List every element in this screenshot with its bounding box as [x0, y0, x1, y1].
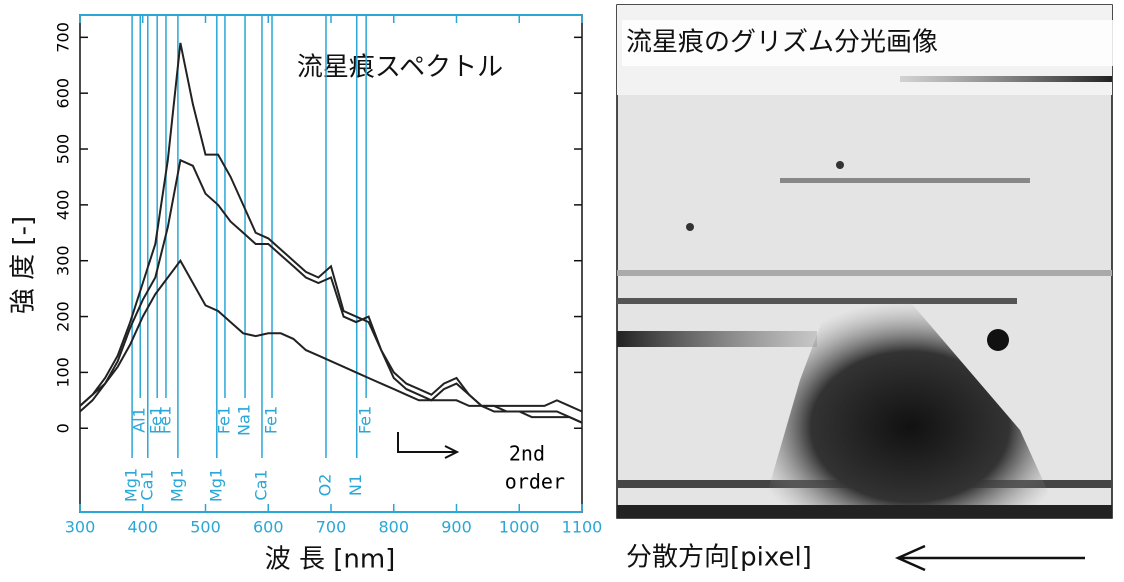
y-tick-label: 700: [54, 22, 73, 53]
x-tick-label: 400: [127, 518, 158, 537]
image-title: 流星痕のグリズム分光画像: [626, 28, 938, 58]
x-tick-label: 1100: [562, 518, 603, 537]
streak: [780, 178, 1030, 183]
y-tick-label: 400: [54, 190, 73, 221]
image-axis-label: 分散方向[pixel]: [626, 543, 812, 573]
x-tick-label: 1000: [499, 518, 540, 537]
x-tick-label: 300: [65, 518, 96, 537]
y-tick-label: 600: [53, 78, 72, 109]
spectrum-line: [80, 43, 582, 412]
y-tick-label: 100: [54, 357, 73, 388]
chart-title: 流星痕スペクトル: [297, 53, 503, 83]
x-tick-label: 900: [441, 518, 472, 537]
grism-image: 流星痕のグリズム分光画像 分散方向[pixel]: [617, 5, 1114, 573]
x-tick-label: 500: [190, 518, 221, 537]
direction-arrow: [898, 546, 1085, 570]
emission-label: Fe1: [356, 406, 375, 434]
emission-label: N1: [346, 474, 365, 496]
bottom-band: [617, 505, 1112, 518]
emission-label: Mg1: [206, 468, 225, 502]
x-axis-label: 波 長 [nm]: [265, 545, 396, 575]
y-tick-label: 300: [54, 245, 73, 276]
streak: [617, 331, 817, 347]
spectrum-line: [80, 261, 582, 423]
y-tick-label: 0: [54, 423, 73, 433]
emission-label: Fe1: [155, 406, 174, 434]
page: {"chart_data": {"type": "line", "title":…: [0, 0, 1124, 582]
star: [836, 161, 844, 169]
emission-label: Na1: [235, 404, 254, 436]
star: [987, 329, 1009, 351]
order-arrow: [398, 432, 457, 458]
spectrum-plot: 流星痕スペクトル 波 長 [nm] 強 度 [-] 300 400 500 600 70…: [9, 15, 603, 575]
spectrum-line: [80, 160, 582, 423]
emission-label: O2: [315, 474, 334, 497]
y-tick-label: 200: [54, 301, 73, 332]
x-tick-label: 800: [378, 518, 409, 537]
emission-label: Fe1: [214, 406, 233, 434]
order-annotation: 2nd: [509, 442, 545, 466]
figure: 流星痕スペクトル 波 長 [nm] 強 度 [-] 300 400 500 600 70…: [0, 0, 1124, 582]
y-tick-label: 500: [54, 134, 73, 165]
emission-label: Ca1: [137, 469, 156, 500]
y-axis-label: 強 度 [-]: [9, 216, 39, 314]
streak: [617, 270, 1112, 276]
emission-label: Ca1: [251, 469, 270, 500]
streak: [900, 76, 1112, 82]
x-tick-label: 700: [316, 518, 347, 537]
x-tick-label: 600: [253, 518, 284, 537]
streak: [617, 298, 1017, 304]
plot-frame: [80, 15, 582, 512]
emission-label: Fe1: [262, 406, 281, 434]
star: [686, 223, 694, 231]
order-annotation: order: [505, 470, 565, 494]
emission-label: Mg1: [167, 468, 186, 502]
